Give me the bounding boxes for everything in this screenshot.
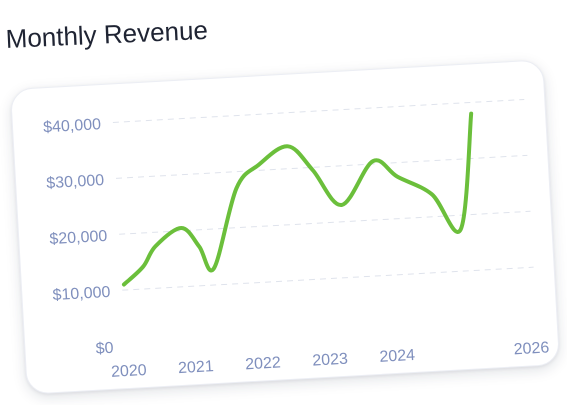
grid-line: [115, 154, 528, 179]
revenue-line: [121, 111, 474, 287]
chart-card: $0 $10,000 $20,000 $30,000 $40,000 2020 2021 2…: [9, 59, 561, 395]
y-tick-label: $10,000: [52, 284, 111, 304]
x-tick-label: 2024: [379, 347, 416, 366]
y-tick-label: $0: [95, 340, 114, 358]
line-chart: $0$10,000$20,000$30,000$40,000 2020 2021 2…: [43, 98, 550, 381]
y-axis: $0 $10,000 $20,000 $30,000 $40,000: [43, 116, 114, 358]
series: [121, 111, 474, 287]
chart-title: Monthly Revenue: [5, 14, 209, 54]
x-tick-label: 2020: [111, 362, 148, 381]
y-tick-label: $40,000: [43, 116, 102, 136]
x-tick-label: 2022: [245, 354, 282, 373]
grid-line: [119, 210, 531, 235]
y-tick-label: $20,000: [49, 228, 108, 248]
x-tick-label: 2021: [178, 358, 215, 377]
x-tick-label: 2023: [312, 351, 349, 370]
x-axis: 2020 2021 2022 2023 2024 2026: [111, 339, 550, 380]
x-tick-label: 2026: [513, 339, 550, 358]
grid-line: [122, 266, 534, 291]
grid-line: [112, 98, 525, 123]
y-tick-label: $30,000: [46, 172, 105, 192]
